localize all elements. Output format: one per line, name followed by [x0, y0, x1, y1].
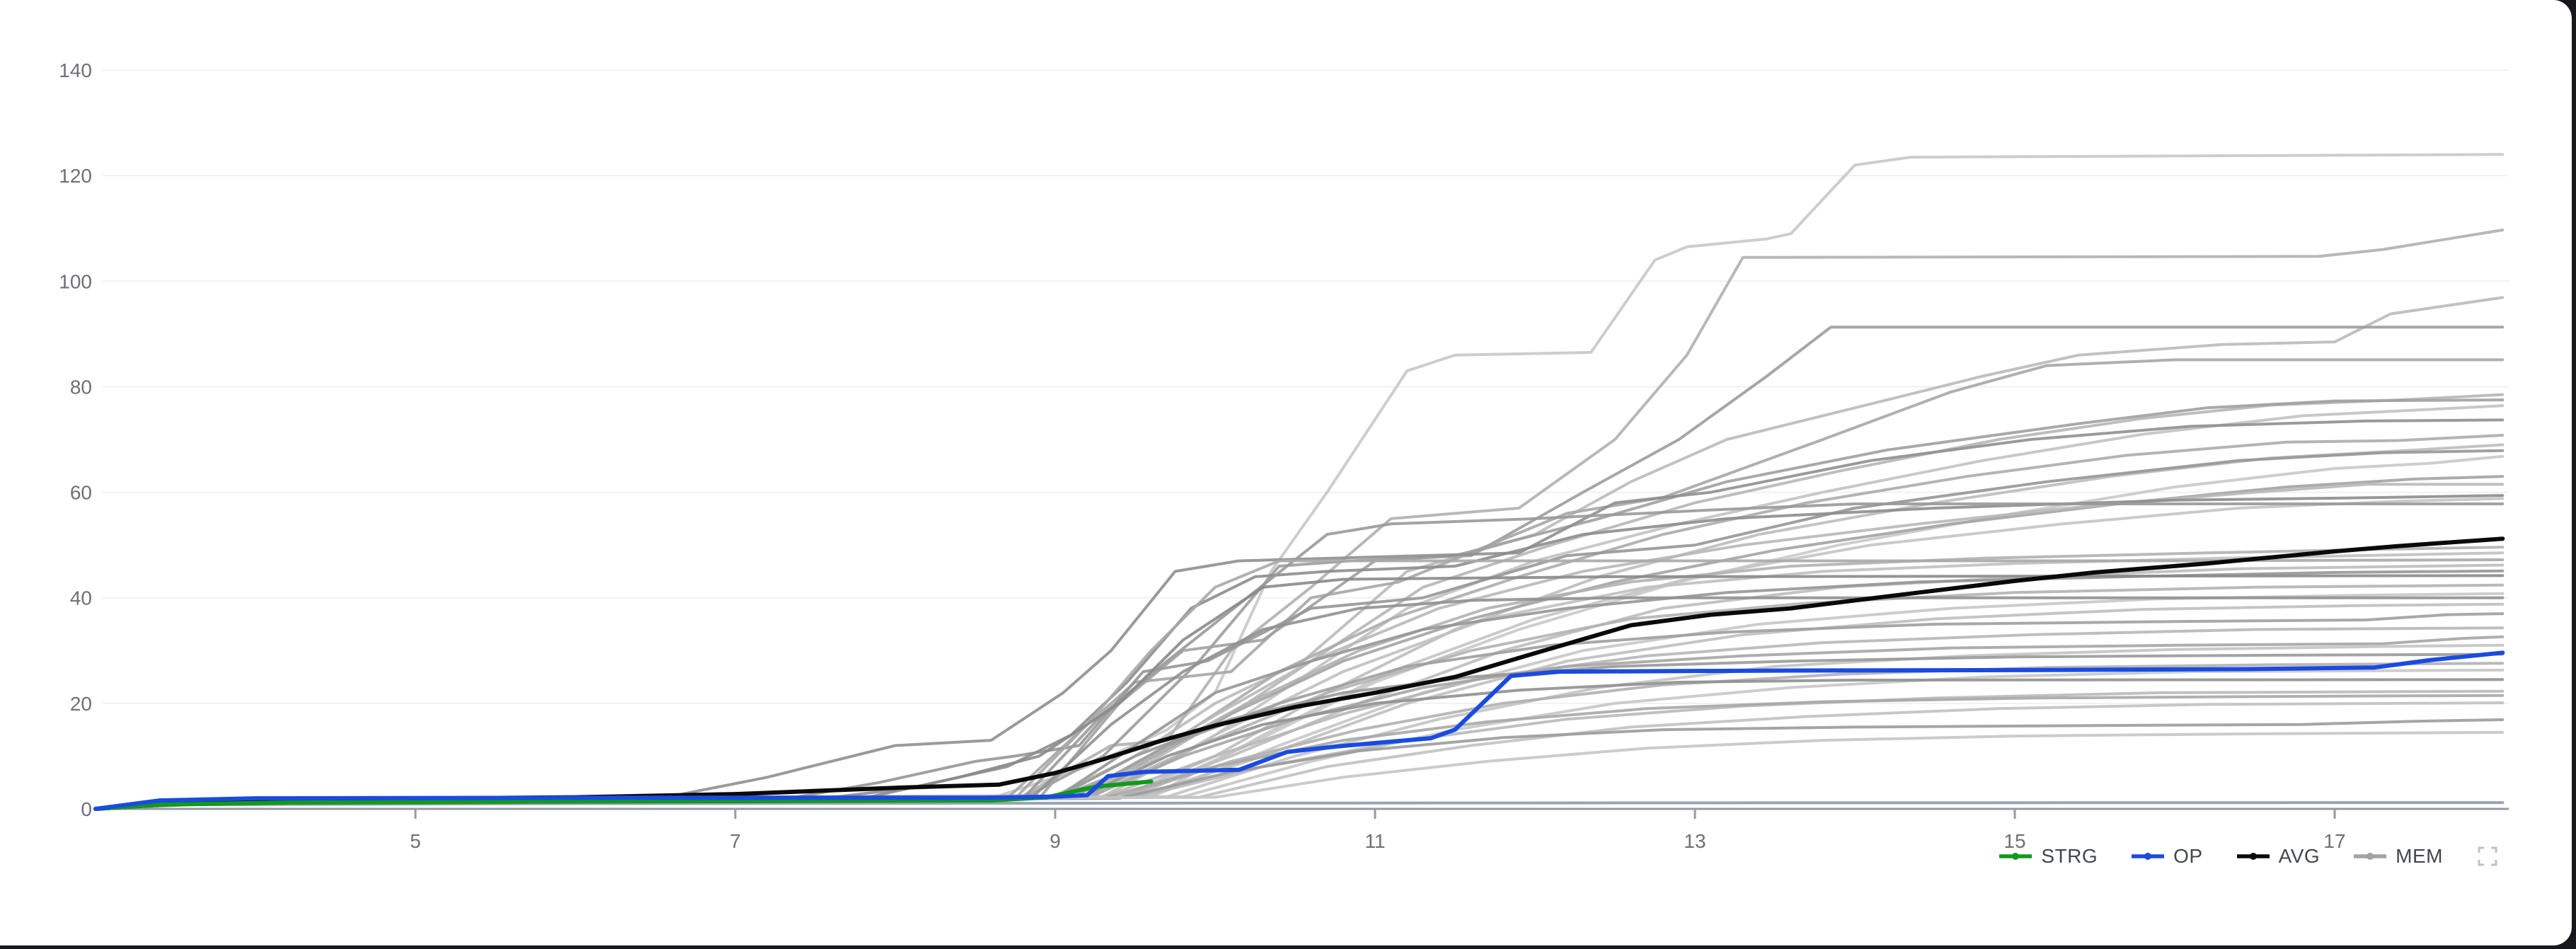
legend-label-avg: AVG: [2278, 845, 2321, 867]
y-tick-label-140: 140: [59, 59, 92, 81]
mem-run-line-28: [94, 612, 2505, 810]
legend-item-avg[interactable]: AVG: [2236, 845, 2321, 868]
chart-legend: STRG OP AVG MEM: [1999, 842, 2498, 870]
mem-run-line-0: [94, 153, 2505, 810]
mem-run-line-25: [94, 592, 2505, 810]
x-tick-label-13: 13: [1684, 830, 1706, 852]
mem-run-line-6: [94, 398, 2505, 810]
x-tick-label-17: 17: [2323, 830, 2345, 852]
mem-run-line-1: [94, 229, 2505, 810]
avg-line: [93, 536, 2505, 811]
x-tick-label-11: 11: [1364, 830, 1385, 852]
legend-label-op: OP: [2173, 845, 2203, 867]
mem-run-line-15: [94, 494, 2505, 810]
op-line-swatch-icon: [2132, 853, 2165, 860]
x-tick-label-15: 15: [2003, 830, 2025, 852]
legend-label-mem: MEM: [2396, 845, 2443, 867]
x-tick-label-5: 5: [410, 830, 421, 852]
legend-label-strg: STRG: [2041, 845, 2098, 867]
y-tick-label-100: 100: [59, 270, 92, 292]
legend-item-strg[interactable]: STRG: [1999, 845, 2098, 868]
avg-line-swatch-icon: [2236, 853, 2270, 860]
mem-line-swatch-icon: [2354, 853, 2387, 860]
strg-line: [93, 779, 1154, 811]
legend-item-op[interactable]: OP: [2132, 845, 2202, 868]
x-tick-label-9: 9: [1050, 830, 1061, 852]
legend-item-mem[interactable]: MEM: [2354, 845, 2443, 868]
y-tick-label-120: 120: [59, 165, 92, 187]
y-tick-label-20: 20: [70, 693, 92, 715]
fullscreen-expand-icon[interactable]: [2477, 846, 2498, 867]
y-tick-label-80: 80: [70, 376, 92, 398]
mem-run-line-5: [94, 393, 2505, 810]
y-tick-label-0: 0: [81, 798, 92, 820]
mem-run-line-18: [94, 546, 2505, 810]
y-tick-label-40: 40: [70, 587, 92, 609]
x-tick-label-7: 7: [730, 830, 741, 852]
y-tick-label-60: 60: [70, 482, 92, 504]
op-line: [93, 650, 2505, 811]
mem-run-line-11: [94, 449, 2505, 810]
mem-run-line-8: [94, 418, 2505, 810]
mem-run-line-16: [94, 497, 2505, 810]
mem-run-line-4: [94, 358, 2505, 810]
strg-line-swatch-icon: [1999, 853, 2032, 860]
